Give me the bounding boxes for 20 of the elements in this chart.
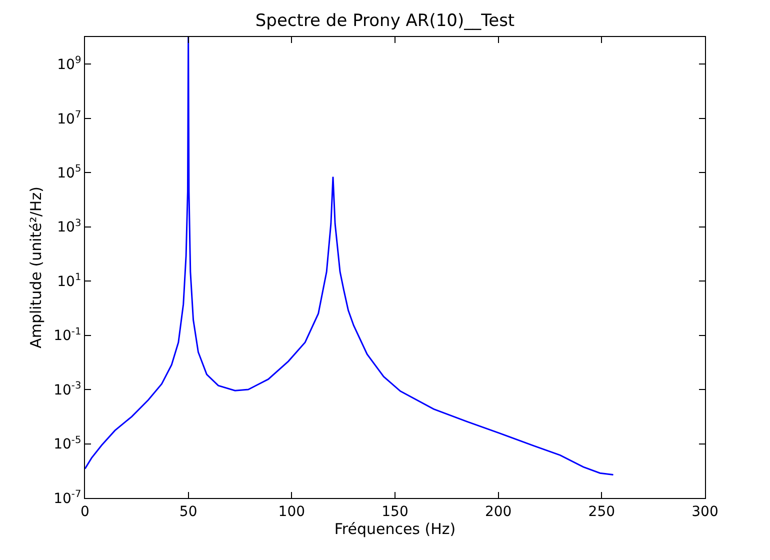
y-tick-label: 10$^{-1}$ <box>54 326 82 344</box>
x-tick-label: 100 <box>278 504 306 520</box>
chart-title: Spectre de Prony AR(10)__Test <box>255 10 515 31</box>
x-tick-label: 150 <box>382 504 408 520</box>
x-tick-label: 250 <box>588 504 616 520</box>
y-tick-label: 10$^{7}$ <box>57 109 82 128</box>
y-tick-label: 10$^{-3}$ <box>54 380 82 398</box>
y-tick-label: 10$^{5}$ <box>57 164 82 182</box>
y-tick-label: 10$^{-7}$ <box>54 489 82 507</box>
line-series <box>85 37 614 476</box>
x-tick-label: 200 <box>484 504 512 520</box>
y-tick-label: 10$^{3}$ <box>57 218 82 236</box>
y-tick-label: 10$^{-5}$ <box>54 434 82 453</box>
y-axis-title: Amplitude (unité²/Hz) <box>26 186 45 348</box>
y-tick-label: 10$^{9}$ <box>57 55 82 74</box>
x-tick-label: 0 <box>80 504 90 520</box>
x-tick-label: 50 <box>179 504 198 520</box>
x-axis-title: Fréquences (Hz) <box>334 520 456 538</box>
x-tick-label: 300 <box>692 504 718 520</box>
y-tick-label: 10$^{1}$ <box>57 272 82 290</box>
